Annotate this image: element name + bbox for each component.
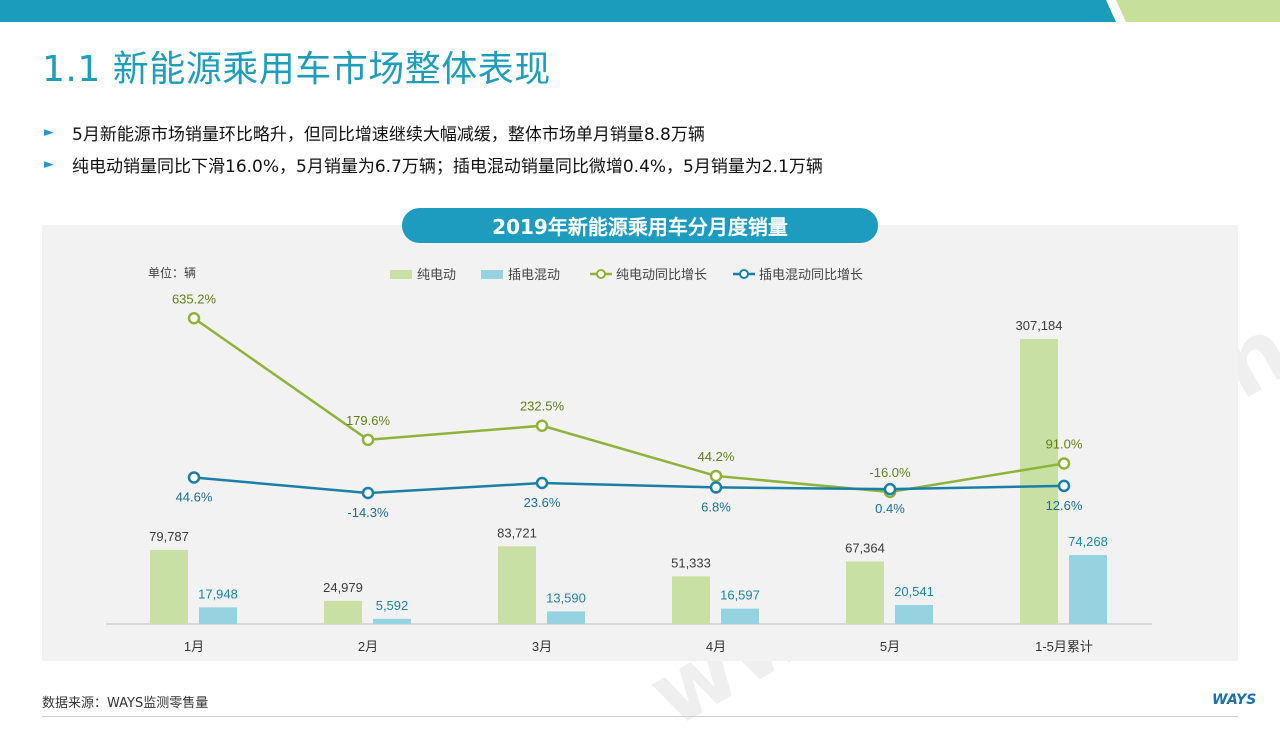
bullet-text: 5月新能源市场销量环比略升，但同比增速继续大幅减缓，整体市场单月销量8.8万辆 — [72, 124, 705, 145]
legend-marker — [596, 269, 606, 279]
bullet-arrow-icon: ► — [44, 124, 54, 140]
point-phev-growth — [883, 482, 897, 496]
data-label-phev-growth: -14.3% — [347, 505, 389, 520]
data-label-phev-growth: 6.8% — [701, 499, 731, 514]
point-bev-growth — [535, 419, 549, 432]
point-phev-growth — [1057, 479, 1071, 493]
x-tick-label: 2月 — [358, 639, 378, 654]
bar-phev — [1069, 555, 1107, 624]
line-bev-growth — [193, 317, 1065, 494]
data-label-phev: 16,597 — [720, 588, 760, 603]
bar-phev — [895, 604, 933, 624]
legend-marker — [739, 269, 749, 279]
bar-phev — [373, 618, 411, 624]
bar-bev — [846, 561, 884, 624]
point-bev-growth — [361, 433, 375, 447]
data-label-bev: 307,184 — [1016, 318, 1063, 333]
chart: 79,787 17,948 1月 24,979 5,592 2月 83,721 13,590 3… — [106, 265, 1152, 654]
top-banner-green — [1116, 0, 1280, 22]
data-label-bev-growth: 179.6% — [346, 413, 391, 428]
legend-label: 纯电动同比增长 — [616, 267, 707, 282]
legend-label: 插电混动 — [508, 267, 560, 282]
data-label-bev-growth: 91.0% — [1046, 436, 1083, 451]
legend-label: 插电混动同比增长 — [759, 267, 863, 282]
bullet-arrow-icon: ► — [44, 156, 54, 172]
legend-swatch — [481, 270, 503, 279]
unit-label: 单位：辆 — [148, 265, 196, 280]
footer-divider — [42, 716, 1238, 717]
bar-bev — [672, 576, 710, 624]
data-label-bev: 51,333 — [671, 555, 711, 570]
point-bev-growth — [1057, 457, 1071, 470]
bar-bev — [324, 600, 362, 624]
data-label-bev-growth: -16.0% — [869, 465, 911, 480]
x-tick-label: 5月 — [880, 639, 900, 654]
point-phev-growth — [361, 486, 375, 500]
data-label-bev: 67,364 — [845, 540, 885, 555]
page-title: 1.1 新能源乘用车市场整体表现 — [42, 49, 551, 90]
bar-bev — [498, 546, 536, 624]
bar-bev — [150, 549, 188, 624]
legend-label: 纯电动 — [417, 267, 456, 282]
point-phev-growth — [709, 481, 723, 494]
data-label-phev: 20,541 — [894, 584, 934, 599]
point-phev-growth — [187, 471, 201, 484]
point-phev-growth — [535, 476, 549, 490]
top-banner — [0, 0, 1280, 22]
x-tick-label: 1月 — [184, 639, 204, 654]
bullet-text: 纯电动销量同比下滑16.0%，5月销量为6.7万辆；插电混动销量同比微增0.4%… — [72, 156, 823, 177]
data-label-bev: 79,787 — [149, 529, 189, 544]
bar-phev — [547, 611, 585, 624]
data-label-bev: 24,979 — [323, 580, 363, 595]
x-tick-label: 1-5月累计 — [1035, 639, 1093, 654]
chart-title: 2019年新能源乘用车分月度销量 — [402, 208, 878, 243]
bar-phev — [721, 608, 759, 624]
bar-phev — [199, 607, 237, 624]
data-label-bev-growth: 44.2% — [698, 449, 735, 464]
data-label-phev: 17,948 — [198, 586, 238, 601]
point-bev-growth — [187, 312, 201, 325]
point-bev-growth — [709, 469, 723, 483]
data-label-phev-growth: 23.6% — [524, 495, 561, 510]
data-label-phev: 74,268 — [1068, 534, 1108, 549]
line-phev-growth — [193, 476, 1065, 495]
bullet-item: ► 纯电动销量同比下滑16.0%，5月销量为6.7万辆；插电混动销量同比微增0.… — [44, 148, 823, 180]
data-label-bev: 83,721 — [497, 525, 537, 540]
data-label-bev-growth: 635.2% — [172, 291, 217, 306]
bar-bev — [1020, 338, 1058, 624]
data-label-bev-growth: 232.5% — [520, 399, 565, 414]
x-tick-label: 3月 — [532, 639, 552, 654]
data-label-phev-growth: 12.6% — [1046, 498, 1083, 513]
data-label-phev: 13,590 — [546, 590, 586, 605]
data-label-phev-growth: 44.6% — [176, 489, 213, 504]
data-label-phev: 5,592 — [376, 598, 409, 613]
legend-swatch — [390, 270, 412, 279]
ways-logo: WAYS — [1212, 692, 1257, 708]
bullet-item: ► 5月新能源市场销量环比略升，但同比增速继续大幅减缓，整体市场单月销量8.8万… — [44, 116, 823, 148]
bullet-list: ► 5月新能源市场销量环比略升，但同比增速继续大幅减缓，整体市场单月销量8.8万… — [44, 116, 823, 180]
data-label-phev-growth: 0.4% — [875, 501, 905, 516]
top-banner-blue — [0, 0, 1116, 22]
source-note: 数据来源：WAYS监测零售量 — [42, 696, 209, 711]
x-tick-label: 4月 — [706, 639, 726, 654]
